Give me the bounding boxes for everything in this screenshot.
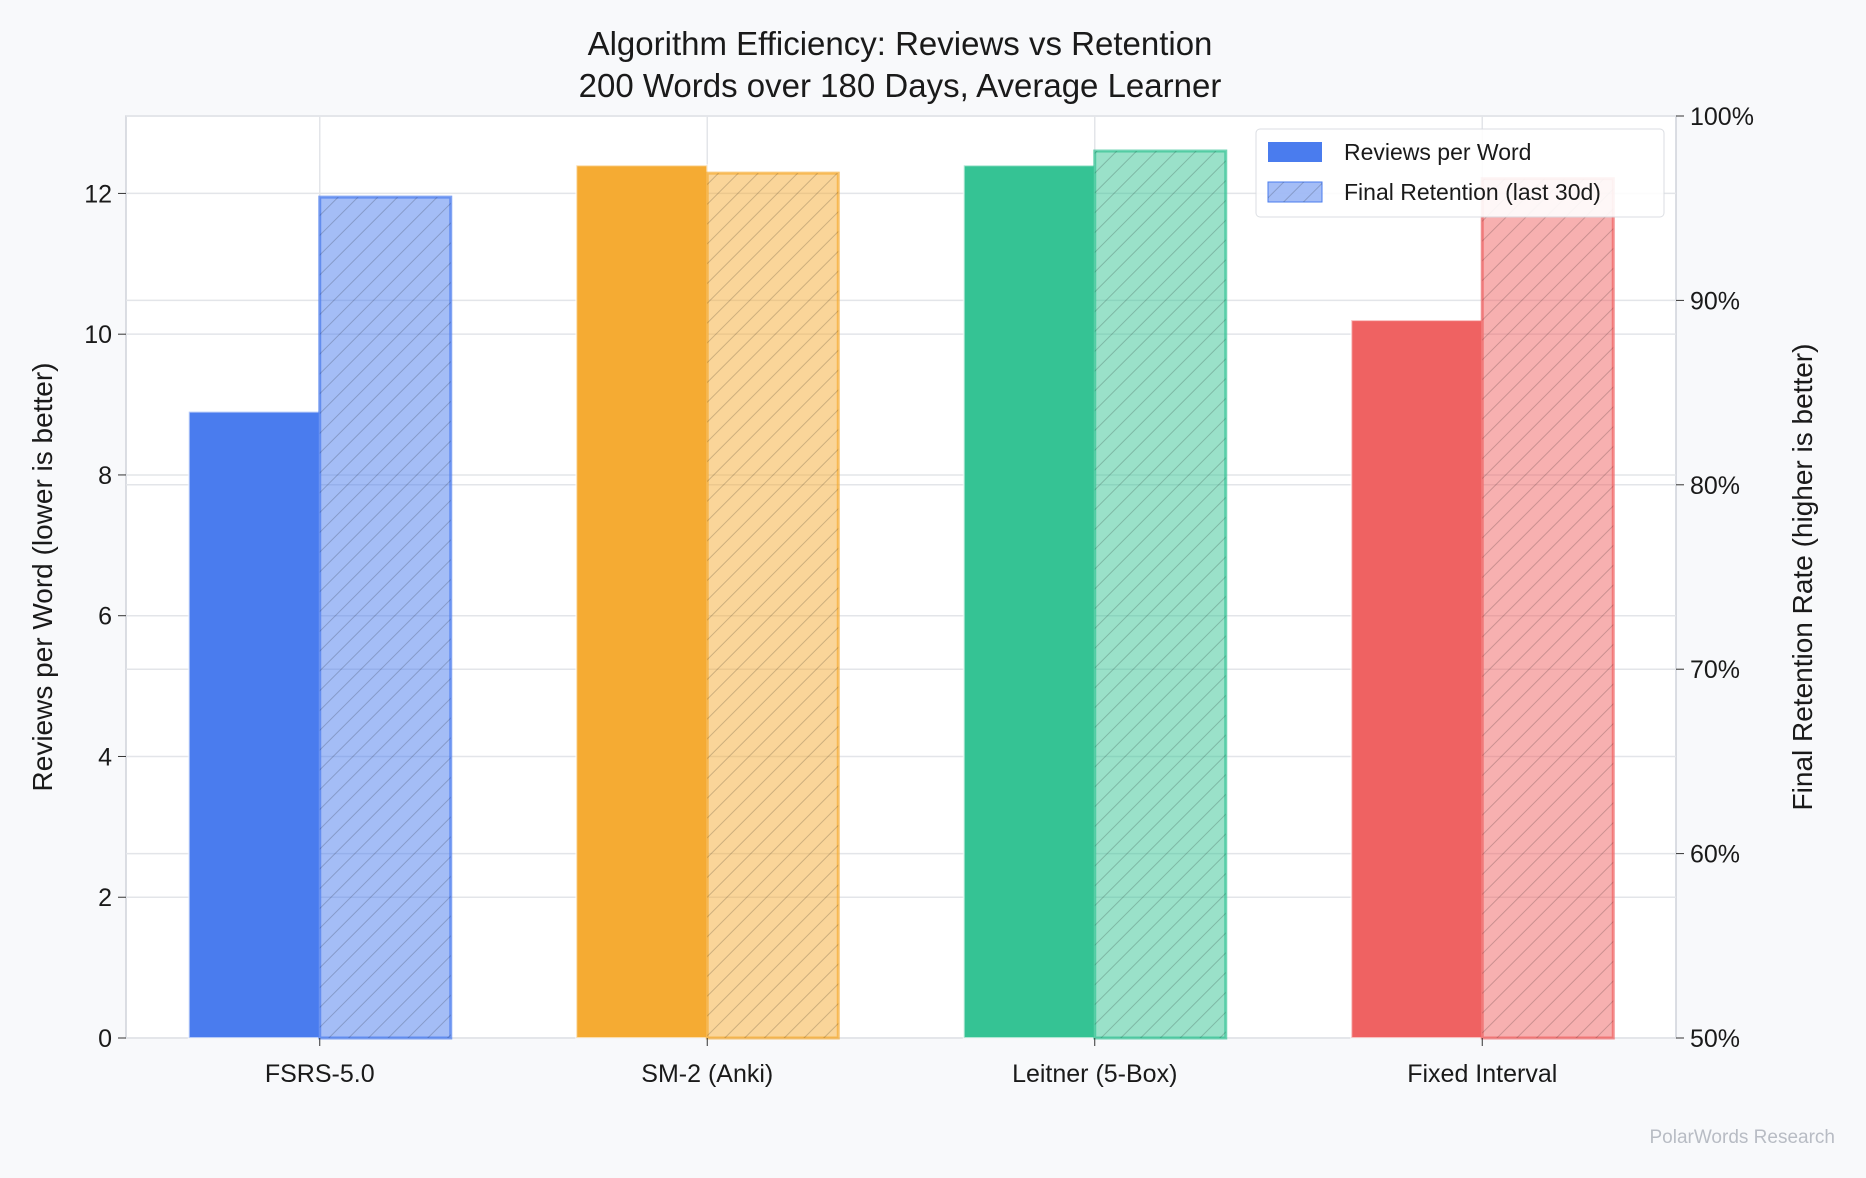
x-tick-label: Leitner (5-Box) [1012, 1060, 1177, 1088]
bar-retention-hatch-0 [319, 197, 451, 1039]
bar-reviews-1 [575, 164, 709, 1040]
y-right-tick-label: 60% [1690, 841, 1740, 869]
y-tick-label: 8 [98, 462, 112, 490]
chart-title: Algorithm Efficiency: Reviews vs Retenti… [588, 25, 1213, 62]
y-right-tick-label: 70% [1690, 656, 1740, 684]
y-right-tick-label: 100% [1690, 103, 1754, 131]
y-axis-label: Reviews per Word (lower is better) [27, 363, 58, 792]
x-tick-label: SM-2 (Anki) [641, 1060, 773, 1088]
bar-reviews-2 [962, 164, 1096, 1040]
y-axis-right-label: Final Retention Rate (higher is better) [1787, 344, 1818, 811]
legend: Reviews per Word Final Retention (last 3… [1255, 128, 1665, 218]
legend-label-retention: Final Retention (last 30d) [1344, 179, 1601, 205]
bar-retention-hatch-2 [1094, 151, 1226, 1038]
y-tick-label: 6 [98, 603, 112, 631]
y-right-tick-label: 80% [1690, 472, 1740, 500]
x-tick-label: Fixed Interval [1407, 1060, 1557, 1088]
x-tick-label: FSRS-5.0 [265, 1060, 375, 1088]
watermark: PolarWords Research [1649, 1127, 1835, 1148]
y-tick-label: 10 [84, 321, 112, 349]
y-right-tick-label: 90% [1690, 287, 1740, 315]
y-tick-label: 0 [98, 1025, 112, 1053]
y-tick-label: 2 [98, 884, 112, 912]
y-tick-label: 12 [84, 180, 112, 208]
bar-retention-hatch-1 [707, 173, 839, 1038]
chart-subtitle: 200 Words over 180 Days, Average Learner [579, 67, 1222, 104]
legend-label-reviews: Reviews per Word [1344, 139, 1531, 165]
bar-reviews-0 [187, 410, 321, 1040]
bar-retention-hatch-3 [1482, 178, 1614, 1039]
legend-swatch-reviews [1268, 142, 1322, 162]
y-right-tick-label: 50% [1690, 1025, 1740, 1053]
bar-reviews-3 [1350, 319, 1484, 1039]
y-tick-label: 4 [98, 743, 112, 771]
